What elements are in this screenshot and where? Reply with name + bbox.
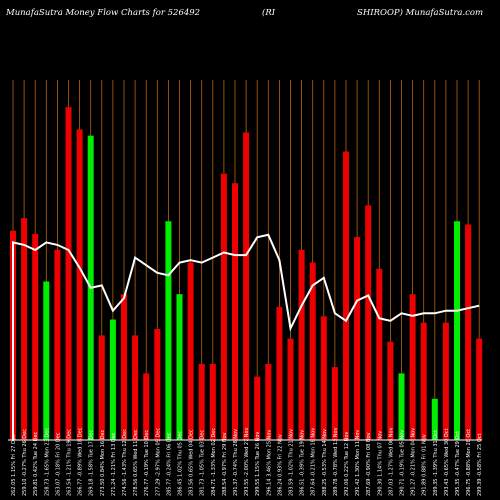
money-flow-bar xyxy=(465,224,472,440)
x-tick-label: 286.51 -0.39% Tue 19 Nov xyxy=(300,430,306,496)
x-tick-label: 266.77 -0.89% Wed 18 Dec xyxy=(78,427,84,496)
money-flow-bar xyxy=(32,233,39,440)
x-tick-label: 263.54 -1.21% Thu 19 Dec xyxy=(67,429,73,496)
money-flow-bar xyxy=(354,237,361,440)
x-tick-label: 299.55 1.15% Tue 26 Nov xyxy=(255,432,261,496)
money-flow-bar xyxy=(220,173,227,440)
money-flow-bar xyxy=(54,249,61,440)
x-tick-label: 269.18 -1.58% Tue 17 Dec xyxy=(89,430,95,496)
x-tick-label: 287.69 -0.90% Fri 08 Nov xyxy=(366,432,372,496)
money-flow-bar xyxy=(454,221,460,440)
money-flow-bar xyxy=(331,367,338,440)
x-tick-label: 271.24 -1.21% Fri 13 Dec xyxy=(111,432,117,496)
money-flow-bar xyxy=(431,398,438,440)
money-flow-bar xyxy=(154,329,161,440)
money-flow-bar xyxy=(109,319,116,440)
money-flow-bar xyxy=(387,341,394,440)
money-flow-bar xyxy=(298,249,305,440)
money-flow-bar xyxy=(254,376,261,440)
x-tick-label: 276.77 -0.19% Tue 10 Dec xyxy=(144,430,150,496)
money-flow-bar xyxy=(143,373,150,440)
x-tick-label: 259.81 0.42% Tue 24 Dec xyxy=(33,431,39,496)
money-flow-bar xyxy=(409,294,416,440)
money-flow-bar xyxy=(309,262,316,440)
x-tick-label: 289.35 -1.39% Thu 31 Oct xyxy=(433,430,439,496)
x-tick-label: 292.06 0.22% Tue 12 Nov xyxy=(344,432,350,496)
x-tick-label: 274.56 -1.43% Thu 12 Dec xyxy=(122,429,128,496)
money-flow-bar xyxy=(76,129,83,440)
chart-title-middle: (RI xyxy=(262,8,276,18)
x-tick-label: 296.14 3.46% Mon 25 Nov xyxy=(266,430,272,496)
x-tick-label: 262.05 1.15% Fri 27 Dec xyxy=(11,434,17,496)
x-tick-label: 299.39 -0.58% Fri 25 Oct xyxy=(477,433,483,496)
money-flow-bar xyxy=(98,335,105,440)
money-flow-bar xyxy=(165,221,172,440)
money-flow-bar xyxy=(398,373,405,440)
x-tick-label: 295.35 -0.47% Tue 29 Oct xyxy=(455,431,461,496)
x-tick-label: 281.73 -1.05% Tue 03 Dec xyxy=(200,430,206,496)
x-tick-label: 291.27 -0.21% Mon 04 Nov xyxy=(411,428,417,496)
x-tick-label: 288.25 -0.53% Thu 14 Nov xyxy=(322,429,328,496)
money-flow-bar xyxy=(365,205,372,440)
x-tick-label: 290.71 -0.19% Tue 05 Nov xyxy=(400,430,406,496)
x-tick-label: 290.30 1.14% Thu 07 Nov xyxy=(377,431,383,496)
x-tick-label: 286.24 0.93% Fri 22 Nov xyxy=(277,434,283,496)
chart-title-right: SHIROOP) MunafaSutra.com xyxy=(357,8,484,18)
x-tick-label: 287.03 -1.27% Wed 06 Nov xyxy=(388,427,394,496)
money-flow-bar xyxy=(187,262,194,440)
x-tick-label: 283.59 -1.02% Thu 21 Nov xyxy=(289,429,295,496)
x-tick-label: 278.56 0.65% Wed 11 Dec xyxy=(133,429,139,496)
money-flow-bar xyxy=(21,218,28,440)
money-flow-bars xyxy=(10,107,483,441)
x-tick-label: 273.50 0.84% Mon 16 Dec xyxy=(100,429,106,496)
money-flow-bar xyxy=(343,151,349,440)
x-tick-label: 289.78 -0.78% Wed 13 Nov xyxy=(333,427,339,496)
x-tick-label: 291.89 0.88% Fri 01 Nov xyxy=(422,434,428,496)
money-flow-bar xyxy=(132,335,139,440)
price-line xyxy=(12,233,480,440)
money-flow-bar xyxy=(276,306,283,440)
x-tick-label: 259.10 -0.27% Thu 26 Dec xyxy=(22,429,28,496)
x-tick-label: 288.54 -0.97% Fri 29 Nov xyxy=(222,432,228,496)
x-tick-label: 284.71 -1.33% Mon 02 Dec xyxy=(211,428,217,496)
money-flow-bar xyxy=(476,338,483,440)
x-axis-labels: 262.05 1.15% Fri 27 Dec 259.10 -0.27% Thu… xyxy=(11,427,483,496)
x-tick-label: 293.55 -2.00% Wed 27 Nov xyxy=(244,427,250,496)
x-tick-label: 277.29 -2.97% Mon 09 Dec xyxy=(155,428,161,496)
x-tick-label: 258.73 -1.65% Mon 23 Dec xyxy=(44,428,50,496)
money-flow-bar xyxy=(43,281,50,440)
money-flow-bar xyxy=(420,322,427,440)
x-tick-label: 285.77 -0.24% Fri 06 Dec xyxy=(166,432,172,496)
x-tick-label: 263.07 -0.18% Fri 20 Dec xyxy=(55,432,61,496)
money-flow-bar xyxy=(232,183,238,441)
money-flow-bar xyxy=(320,316,327,440)
money-flow-bar xyxy=(121,294,127,440)
money-flow-bar xyxy=(265,363,272,440)
chart-title-left: MunafaSutra Money Flow Charts for 526492 xyxy=(6,8,201,18)
x-tick-label: 296.75 -0.88% Mon 28 Oct xyxy=(466,429,472,496)
x-tick-label: 283.56 0.65% Wed 04 Dec xyxy=(189,429,195,496)
money-flow-bar xyxy=(287,338,294,440)
x-tick-label: 286.45 1.02% Thu 05 Dec xyxy=(178,431,184,496)
money-flow-bar xyxy=(243,132,250,440)
money-flow-bar xyxy=(376,268,383,440)
money-flow-bar xyxy=(442,322,449,440)
x-tick-label: 291.42 1.30% Mon 11 Nov xyxy=(355,430,361,496)
x-tick-label: 293.43 -0.65% Wed 30 Oct xyxy=(444,429,450,496)
money-flow-bar xyxy=(198,363,205,440)
x-tick-label: 287.64 -0.21% Mon 18 Nov xyxy=(311,428,317,496)
money-flow-bar xyxy=(176,294,183,440)
x-tick-label: 291.37 -0.74% Thu 28 Nov xyxy=(233,429,239,496)
money-flow-bar xyxy=(209,363,216,440)
money-flow-bar xyxy=(65,107,72,441)
